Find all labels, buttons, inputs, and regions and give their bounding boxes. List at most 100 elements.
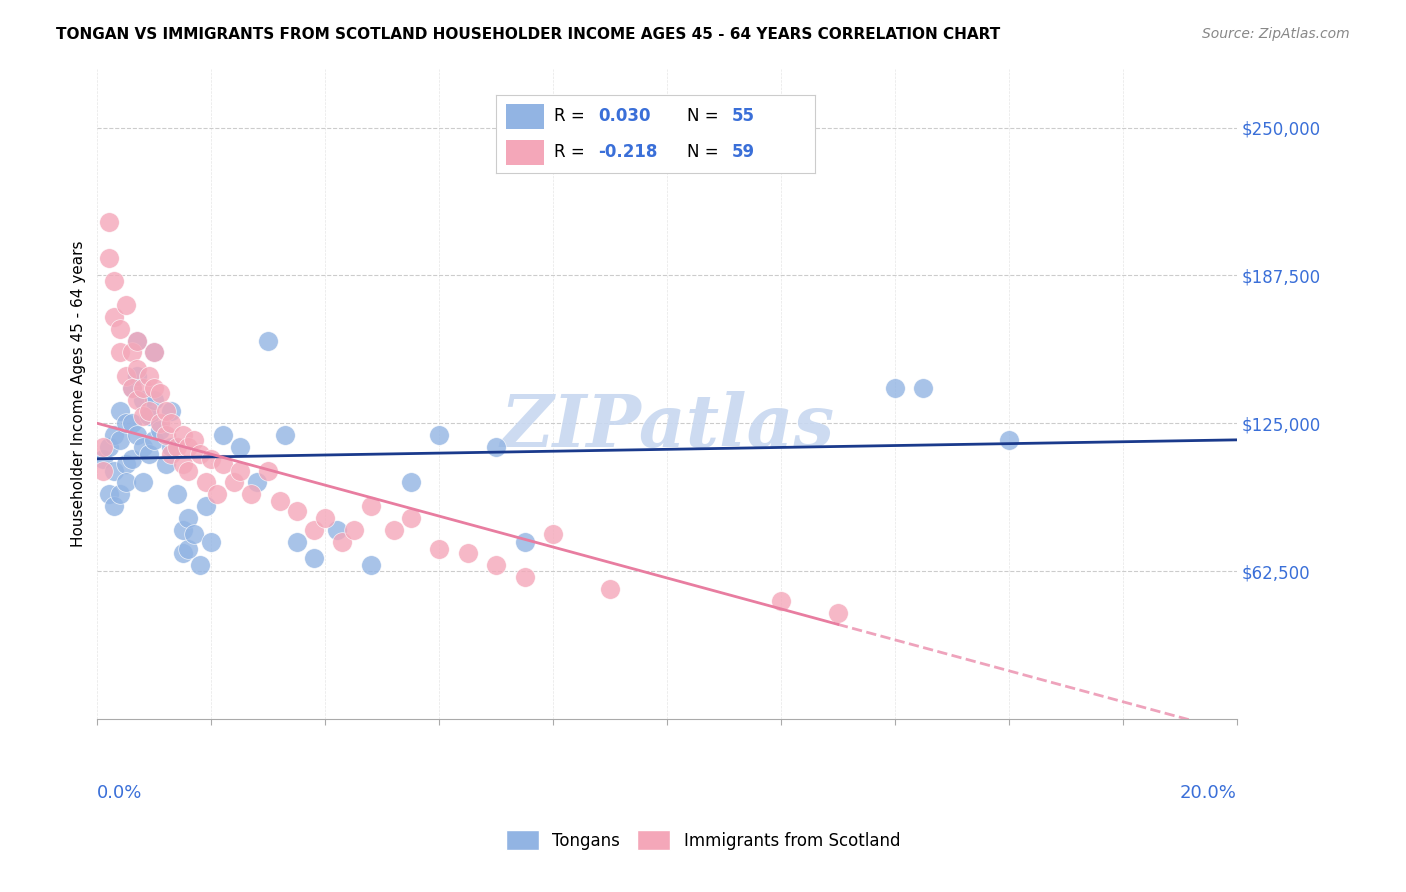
Point: [132, 409, 155, 424]
Point: [132, 392, 155, 407]
Point: [97, 440, 120, 454]
Point: [427, 428, 450, 442]
Point: [183, 527, 205, 541]
Point: [172, 457, 194, 471]
Point: [160, 404, 183, 418]
Point: [177, 440, 200, 454]
Point: [149, 417, 172, 431]
Point: [285, 504, 308, 518]
Point: [149, 385, 172, 400]
Point: [330, 534, 353, 549]
Point: [127, 428, 149, 442]
Point: [166, 487, 188, 501]
Point: [240, 487, 263, 501]
Text: TONGAN VS IMMIGRANTS FROM SCOTLAND HOUSEHOLDER INCOME AGES 45 - 64 YEARS CORRELA: TONGAN VS IMMIGRANTS FROM SCOTLAND HOUSE…: [56, 27, 1001, 42]
Point: [399, 511, 422, 525]
Point: [166, 440, 188, 454]
Point: [172, 523, 194, 537]
Point: [114, 475, 136, 490]
Point: [188, 447, 211, 461]
Point: [121, 381, 143, 395]
Point: [160, 447, 183, 461]
Point: [399, 475, 422, 490]
Point: [155, 404, 177, 418]
Point: [127, 334, 149, 348]
Point: [103, 428, 125, 442]
Point: [302, 551, 325, 566]
Point: [108, 345, 131, 359]
Point: [183, 433, 205, 447]
Point: [177, 464, 200, 478]
Point: [114, 369, 136, 384]
Point: [155, 428, 177, 442]
Point: [143, 345, 166, 359]
Point: [177, 541, 200, 556]
Point: [200, 451, 222, 466]
Point: [194, 499, 217, 513]
Point: [103, 499, 125, 513]
Point: [91, 451, 114, 466]
Point: [143, 433, 166, 447]
Point: [108, 487, 131, 501]
Point: [97, 251, 120, 265]
Point: [274, 428, 297, 442]
Point: [485, 440, 508, 454]
Point: [127, 392, 149, 407]
Point: [160, 440, 183, 454]
Point: [382, 523, 405, 537]
Point: [427, 541, 450, 556]
Point: [114, 457, 136, 471]
Point: [108, 321, 131, 335]
Point: [599, 582, 621, 596]
Point: [103, 464, 125, 478]
Point: [302, 523, 325, 537]
Point: [285, 534, 308, 549]
Point: [457, 546, 479, 560]
Point: [97, 487, 120, 501]
Point: [997, 433, 1019, 447]
Point: [108, 404, 131, 418]
Point: [172, 546, 194, 560]
Point: [91, 440, 114, 454]
Point: [149, 424, 172, 438]
Point: [114, 417, 136, 431]
Point: [132, 440, 155, 454]
Point: [155, 457, 177, 471]
Point: [132, 381, 155, 395]
Point: [513, 570, 536, 584]
Point: [91, 464, 114, 478]
Point: [97, 215, 120, 229]
Point: [138, 404, 160, 418]
Text: ZIPatlas: ZIPatlas: [501, 391, 834, 462]
Point: [211, 428, 233, 442]
Point: [127, 362, 149, 376]
Point: [172, 428, 194, 442]
Point: [127, 369, 149, 384]
Point: [121, 381, 143, 395]
Point: [246, 475, 269, 490]
Point: [827, 606, 849, 620]
Point: [200, 534, 222, 549]
Point: [138, 447, 160, 461]
Point: [513, 534, 536, 549]
Point: [188, 558, 211, 573]
Point: [360, 558, 382, 573]
Point: [269, 494, 291, 508]
Point: [143, 381, 166, 395]
Point: [883, 381, 905, 395]
Point: [257, 334, 280, 348]
Point: [177, 511, 200, 525]
Point: [222, 475, 245, 490]
Point: [257, 464, 280, 478]
Text: 0.0%: 0.0%: [97, 784, 143, 802]
Point: [127, 334, 149, 348]
Point: [121, 345, 143, 359]
Point: [912, 381, 935, 395]
Point: [229, 440, 252, 454]
Point: [121, 451, 143, 466]
Point: [103, 310, 125, 324]
Point: [211, 457, 233, 471]
Point: [143, 392, 166, 407]
Point: [343, 523, 366, 537]
Point: [205, 487, 228, 501]
